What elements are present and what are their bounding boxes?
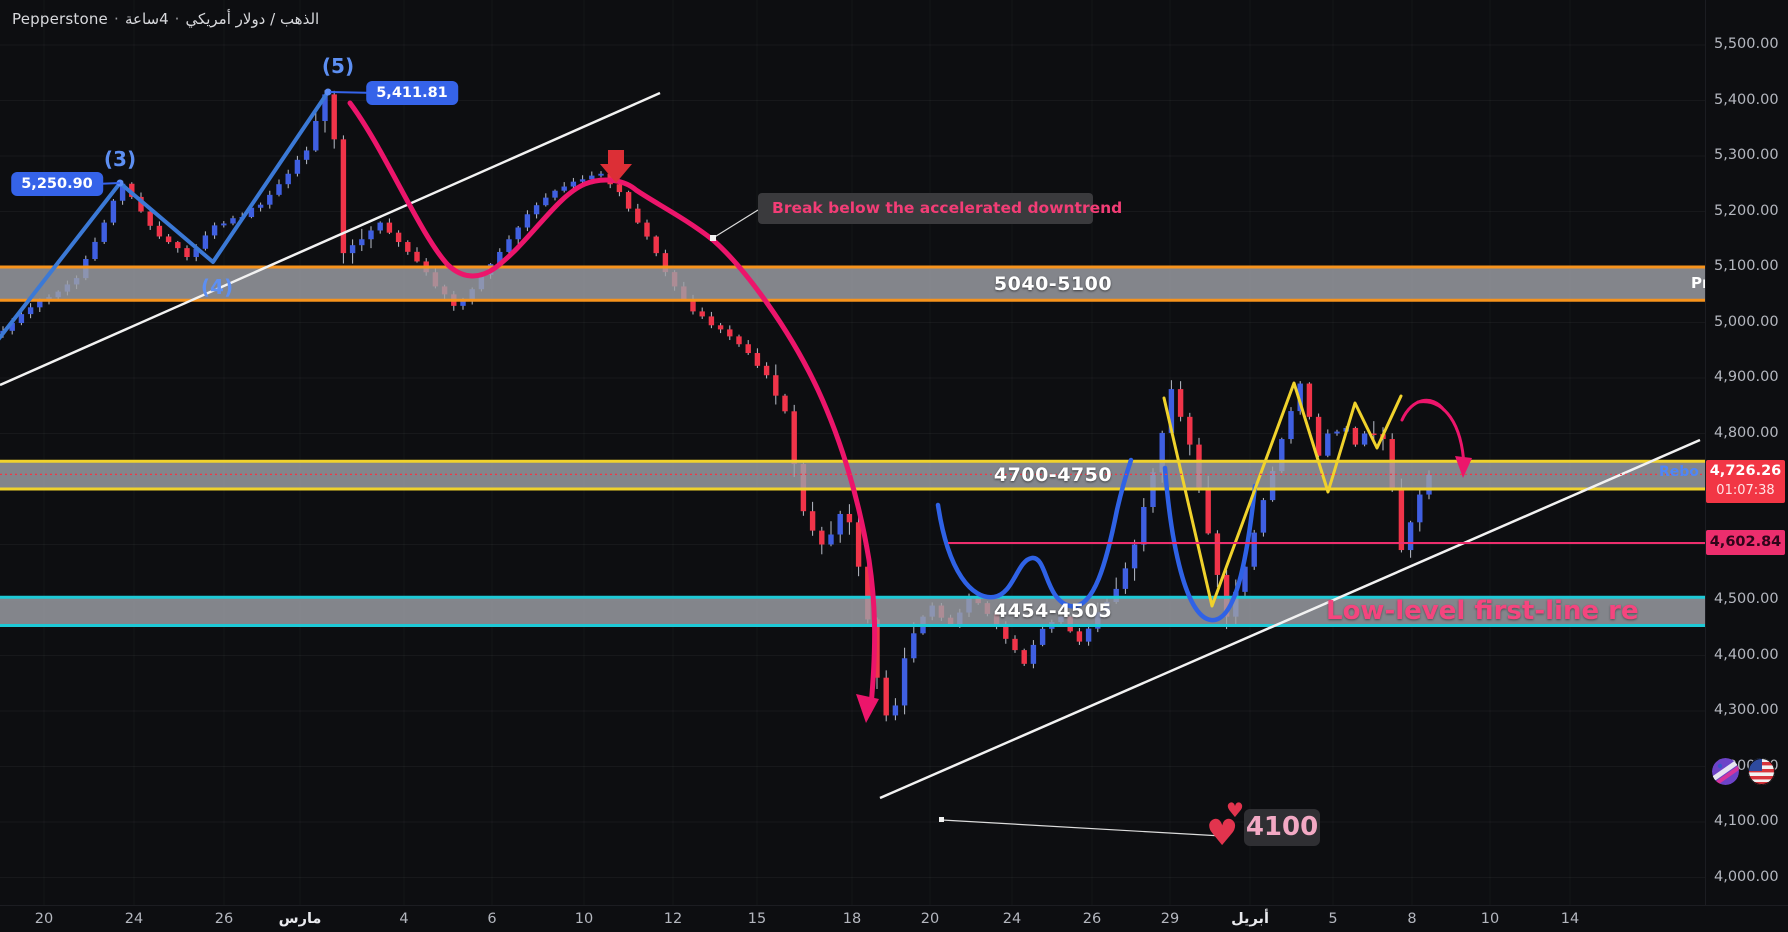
symbol-name: الذهب / دولار أمريكي bbox=[185, 10, 320, 28]
chart-plot-area[interactable]: ♥ ♥ Pepperstone · الذهب / دولار أمريكي · 4ساع… bbox=[0, 0, 1705, 905]
event-flag-eu-icon[interactable] bbox=[1712, 758, 1739, 785]
time-tick-label: 24 bbox=[124, 911, 144, 927]
time-tick-month-label: أبريل bbox=[1231, 911, 1269, 927]
left-trendline bbox=[0, 91, 661, 387]
price-tick-label: 4,300.00 bbox=[1714, 702, 1779, 718]
pink-arrowhead bbox=[856, 694, 879, 723]
downtrend-annotation-text: Break below the accelerated downtrend bbox=[772, 199, 1123, 217]
alert-price-badge: 4,602.84 bbox=[1706, 530, 1785, 556]
zone-range-label: 5040-5100 bbox=[993, 272, 1113, 295]
price-tick-label: 4,000.00 bbox=[1714, 868, 1779, 885]
target-price-label[interactable]: 4100 bbox=[1244, 809, 1320, 846]
supply-demand-zones bbox=[0, 265, 1705, 628]
time-tick-label: 8 bbox=[1407, 911, 1417, 927]
target-marker bbox=[939, 817, 944, 822]
last-price-badge: 4,726.26 01:07:38 bbox=[1706, 460, 1785, 504]
time-tick-label: 29 bbox=[1160, 911, 1180, 927]
time-tick-month-label: مارس bbox=[278, 911, 322, 927]
elliott-zigzag bbox=[0, 90, 330, 341]
analysis-drawings: ♥♥ bbox=[0, 88, 1705, 854]
time-tick-label: 5 bbox=[1328, 911, 1338, 927]
price-tick-label: 4,400.00 bbox=[1714, 646, 1779, 663]
price-tick-label: 5,400.00 bbox=[1714, 91, 1779, 108]
symbol-title[interactable]: Pepperstone · الذهب / دولار أمريكي · 4ساعة bbox=[12, 10, 319, 28]
blue-u-curve bbox=[1162, 465, 1258, 623]
time-tick-label: 15 bbox=[747, 911, 767, 927]
downtrend-annotation-label[interactable]: Break below the accelerated downtrend bbox=[758, 193, 1122, 224]
event-flag-us-icon[interactable] bbox=[1748, 758, 1775, 785]
last-price-value: 4,726.26 bbox=[1709, 463, 1782, 480]
grid-lines bbox=[0, 44, 1705, 878]
time-tick-label: 24 bbox=[1002, 911, 1022, 927]
candlestick-chart-canvas: ♥♥ bbox=[0, 44, 1705, 878]
time-tick-label: 10 bbox=[1480, 911, 1500, 927]
time-tick-label: 20 bbox=[920, 911, 940, 927]
time-tick-label: 26 bbox=[1082, 911, 1102, 927]
pink-main-curve bbox=[347, 100, 878, 709]
price-scale-axis[interactable]: 5,500.00 5,400.00 5,300.00 5,200.00 5,100.00… bbox=[1705, 0, 1788, 905]
time-tick-label: 26 bbox=[214, 911, 234, 927]
price-tick-label: 4,100.00 bbox=[1714, 813, 1779, 829]
broker-name: Pepperstone bbox=[12, 10, 108, 28]
title-separator: · bbox=[114, 10, 119, 28]
price-tick-label: 4,500.00 bbox=[1714, 591, 1779, 607]
time-tick-label: 12 bbox=[663, 911, 683, 927]
wave5-dot bbox=[324, 88, 332, 96]
zone-range-label: 4454-4505 bbox=[993, 600, 1113, 623]
heart-small: ♥ bbox=[1226, 798, 1244, 822]
time-tick-label: 18 bbox=[842, 911, 862, 927]
price-marker-badge: 5,250.90 bbox=[11, 172, 103, 196]
yellow-zigzag bbox=[1162, 381, 1403, 608]
time-tick-label: 4 bbox=[399, 911, 409, 927]
price-marker-badge: 5,411.81 bbox=[366, 81, 458, 105]
pink-arc-arrowhead bbox=[1455, 456, 1472, 478]
bar-countdown: 01:07:38 bbox=[1716, 483, 1775, 499]
red-down-arrow-icon bbox=[600, 150, 632, 183]
pressure-label-clipped: Pr bbox=[1691, 274, 1705, 292]
time-scale-axis[interactable]: 20 24 26 مارس 4 6 10 12 15 18 20 24 26 29 أبريل 5 8 10 14 bbox=[0, 905, 1788, 932]
price-tick-label: 5,300.00 bbox=[1714, 147, 1779, 163]
price-tick-label: 5,000.00 bbox=[1714, 313, 1779, 330]
time-tick-label: 10 bbox=[574, 911, 594, 927]
price-tick-label: 5,500.00 bbox=[1714, 36, 1779, 52]
annotation-pointer bbox=[712, 209, 759, 239]
time-tick-label: 20 bbox=[34, 911, 54, 927]
target-pointer bbox=[941, 819, 1223, 837]
elliott-wave-label: (4) bbox=[200, 275, 234, 299]
price-tick-label: 4,900.00 bbox=[1714, 369, 1779, 385]
title-separator: · bbox=[174, 10, 180, 28]
pink-arc-2 bbox=[1416, 400, 1466, 468]
candlestick-series bbox=[0, 90, 1432, 722]
zone-range-label: 4700-4750 bbox=[993, 464, 1113, 487]
rebound-label-clipped: Rebo bbox=[1659, 464, 1699, 480]
time-tick-label: 14 bbox=[1560, 911, 1580, 927]
price-tick-label: 5,200.00 bbox=[1714, 202, 1779, 219]
price-tick-label: 5,100.00 bbox=[1714, 258, 1779, 274]
price-tick-label: 4,800.00 bbox=[1714, 424, 1779, 441]
heart-big: ♥ bbox=[1206, 813, 1238, 854]
blue-w-curve bbox=[935, 457, 1134, 609]
annotation-marker bbox=[710, 235, 716, 241]
timeframe-label: 4ساعة bbox=[124, 10, 169, 28]
low-level-support-label: Low-level first-line re bbox=[1326, 596, 1639, 626]
elliott-wave-label: (5) bbox=[321, 54, 355, 78]
time-tick-label: 6 bbox=[487, 911, 497, 927]
pink-arc-1 bbox=[1400, 398, 1446, 422]
elliott-wave-label: (3) bbox=[103, 147, 137, 171]
right-trendline bbox=[879, 438, 1701, 800]
